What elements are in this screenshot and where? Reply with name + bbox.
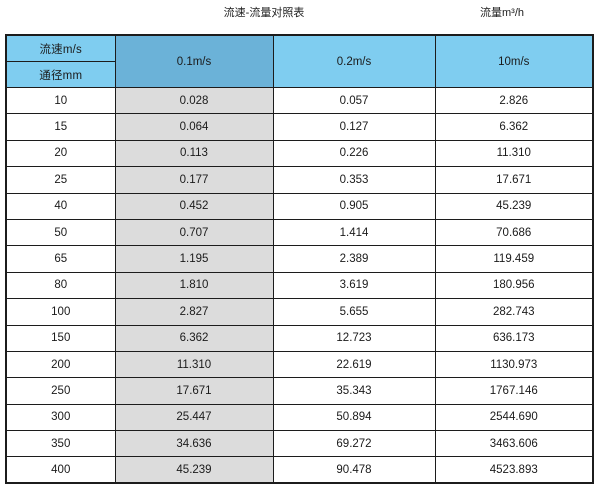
table-row: 250 17.671 35.343 1767.146	[5, 377, 594, 405]
cell-flow-0-1: 34.636	[114, 430, 274, 458]
cell-flow-0-2: 35.343	[272, 377, 436, 405]
cell-flow-10: 6.362	[434, 113, 594, 141]
cell-flow-0-1: 11.310	[114, 350, 274, 379]
table-row: 350 34.636 69.272 3463.606	[5, 430, 594, 458]
cell-flow-10: 70.686	[434, 218, 594, 247]
cell-flow-0-1: 0.452	[114, 192, 274, 220]
cell-flow-10: 4523.893	[434, 456, 594, 484]
cell-flow-10: 45.239	[434, 192, 594, 220]
cell-flow-0-1: 0.028	[114, 86, 274, 115]
table-row: 20 0.113 0.226 11.310	[5, 139, 594, 168]
table-row: 300 25.447 50.894 2544.690	[5, 403, 594, 432]
cell-flow-0-2: 50.894	[272, 403, 436, 432]
cell-diameter: 300	[5, 403, 116, 432]
table-row: 150 6.362 12.723 636.173	[5, 324, 594, 352]
cell-flow-0-2: 69.272	[272, 430, 436, 458]
cell-flow-0-1: 1.195	[114, 245, 274, 273]
table-row: 100 2.827 5.655 282.743	[5, 298, 594, 326]
cell-diameter: 50	[5, 218, 116, 247]
cell-flow-10: 17.671	[434, 166, 594, 194]
caption-band: 流速-流量对照表 流量m³/h	[0, 0, 600, 34]
header-velocity-label: 流速m/s	[7, 36, 115, 62]
cell-flow-0-1: 0.064	[114, 113, 274, 141]
cell-flow-0-2: 22.619	[272, 350, 436, 379]
cell-diameter: 10	[5, 86, 116, 115]
table-row: 40 0.452 0.905 45.239	[5, 192, 594, 220]
cell-flow-0-2: 1.414	[272, 218, 436, 247]
cell-flow-10: 282.743	[434, 298, 594, 326]
cell-diameter: 250	[5, 377, 116, 405]
header-corner-cell: 流速m/s 通径mm	[5, 34, 116, 88]
cell-flow-0-2: 5.655	[272, 298, 436, 326]
cell-diameter: 25	[5, 166, 116, 194]
table-row: 50 0.707 1.414 70.686	[5, 218, 594, 247]
cell-flow-0-1: 0.707	[114, 218, 274, 247]
flow-velocity-table: 流速m/s 通径mm 0.1m/s 0.2m/s 10m/s 10 0.028 …	[5, 34, 594, 484]
table-header-row: 流速m/s 通径mm 0.1m/s 0.2m/s 10m/s	[5, 34, 594, 88]
cell-flow-10: 11.310	[434, 139, 594, 168]
cell-flow-0-2: 2.389	[272, 245, 436, 273]
cell-flow-10: 1767.146	[434, 377, 594, 405]
table-row: 15 0.064 0.127 6.362	[5, 113, 594, 141]
cell-flow-0-2: 12.723	[272, 324, 436, 352]
cell-flow-10: 2.826	[434, 86, 594, 115]
cell-flow-0-2: 0.127	[272, 113, 436, 141]
cell-flow-0-2: 0.057	[272, 86, 436, 115]
cell-flow-0-1: 45.239	[114, 456, 274, 484]
table-row: 25 0.177 0.353 17.671	[5, 166, 594, 194]
cell-flow-10: 3463.606	[434, 430, 594, 458]
cell-diameter: 80	[5, 271, 116, 300]
cell-flow-0-1: 2.827	[114, 298, 274, 326]
flow-unit-label: 流量m³/h	[480, 7, 524, 19]
cell-flow-0-2: 0.905	[272, 192, 436, 220]
cell-diameter: 350	[5, 430, 116, 458]
cell-flow-0-1: 0.113	[114, 139, 274, 168]
header-diameter-label: 通径mm	[7, 62, 115, 87]
table-body: 10 0.028 0.057 2.826 15 0.064 0.127 6.36…	[5, 86, 594, 484]
cell-flow-0-1: 1.810	[114, 271, 274, 300]
cell-flow-0-1: 25.447	[114, 403, 274, 432]
cell-flow-0-2: 3.619	[272, 271, 436, 300]
table-header: 流速m/s 通径mm 0.1m/s 0.2m/s 10m/s	[5, 34, 594, 88]
cell-diameter: 100	[5, 298, 116, 326]
cell-diameter: 20	[5, 139, 116, 168]
cell-flow-0-2: 0.226	[272, 139, 436, 168]
table-row: 200 11.310 22.619 1130.973	[5, 350, 594, 379]
cell-diameter: 200	[5, 350, 116, 379]
column-header-velocity-0-2: 0.2m/s	[272, 34, 436, 88]
cell-diameter: 400	[5, 456, 116, 484]
table-row: 80 1.810 3.619 180.956	[5, 271, 594, 300]
cell-diameter: 65	[5, 245, 116, 273]
cell-flow-10: 1130.973	[434, 350, 594, 379]
table-row: 65 1.195 2.389 119.459	[5, 245, 594, 273]
cell-flow-0-1: 0.177	[114, 166, 274, 194]
cell-diameter: 40	[5, 192, 116, 220]
flow-velocity-table-container: 流速m/s 通径mm 0.1m/s 0.2m/s 10m/s 10 0.028 …	[5, 34, 594, 484]
cell-flow-0-1: 6.362	[114, 324, 274, 352]
cell-flow-10: 636.173	[434, 324, 594, 352]
table-row: 400 45.239 90.478 4523.893	[5, 456, 594, 484]
cell-flow-0-2: 0.353	[272, 166, 436, 194]
cell-flow-0-1: 17.671	[114, 377, 274, 405]
cell-diameter: 150	[5, 324, 116, 352]
cell-flow-10: 2544.690	[434, 403, 594, 432]
cell-flow-10: 180.956	[434, 271, 594, 300]
table-row: 10 0.028 0.057 2.826	[5, 86, 594, 115]
cell-diameter: 15	[5, 113, 116, 141]
column-header-velocity-10: 10m/s	[434, 34, 594, 88]
page-title: 流速-流量对照表	[223, 7, 305, 19]
cell-flow-10: 119.459	[434, 245, 594, 273]
column-header-velocity-0-1: 0.1m/s	[114, 34, 274, 88]
cell-flow-0-2: 90.478	[272, 456, 436, 484]
